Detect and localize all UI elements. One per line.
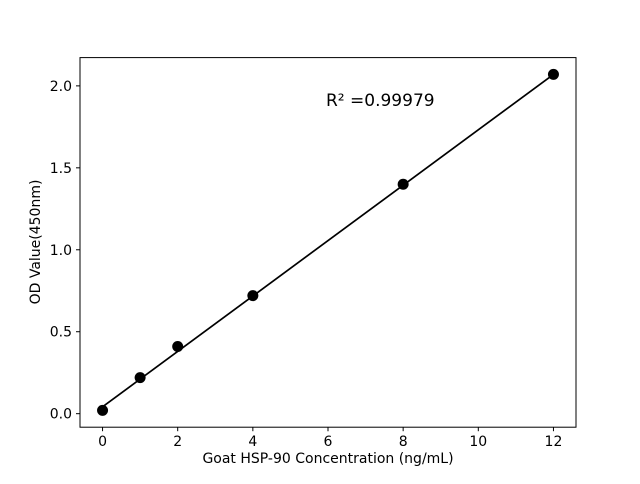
fit-line — [102, 73, 554, 408]
data-point — [97, 404, 109, 416]
x-tick-label: 2 — [173, 434, 182, 450]
plot-area: 0 2 4 6 8 10 12 0.0 0.5 1.0 1.5 2.0 — [50, 57, 577, 450]
y-axis-label: OD Value(450nm) — [28, 180, 44, 305]
x-tick-label: 8 — [399, 434, 408, 450]
x-tick-label: 12 — [545, 434, 563, 450]
y-tick-label: 0.0 — [50, 407, 72, 423]
x-tick-label: 6 — [324, 434, 333, 450]
x-tick-label: 10 — [469, 434, 487, 450]
data-point — [172, 340, 184, 352]
x-tick-label: 0 — [98, 434, 107, 450]
y-tick-label: 1.5 — [50, 161, 72, 177]
y-tick-label: 0.5 — [50, 325, 72, 341]
y-tick-label: 2.0 — [50, 79, 72, 95]
x-tick-label: 4 — [248, 434, 257, 450]
data-point — [547, 68, 559, 80]
y-tick-label: 1.0 — [50, 243, 72, 259]
data-point — [247, 290, 259, 302]
x-axis-label: Goat HSP-90 Concentration (ng/mL) — [202, 451, 453, 467]
r-squared-annotation: R² =0.99979 — [326, 91, 435, 111]
data-point — [134, 372, 146, 384]
data-point — [397, 178, 409, 190]
